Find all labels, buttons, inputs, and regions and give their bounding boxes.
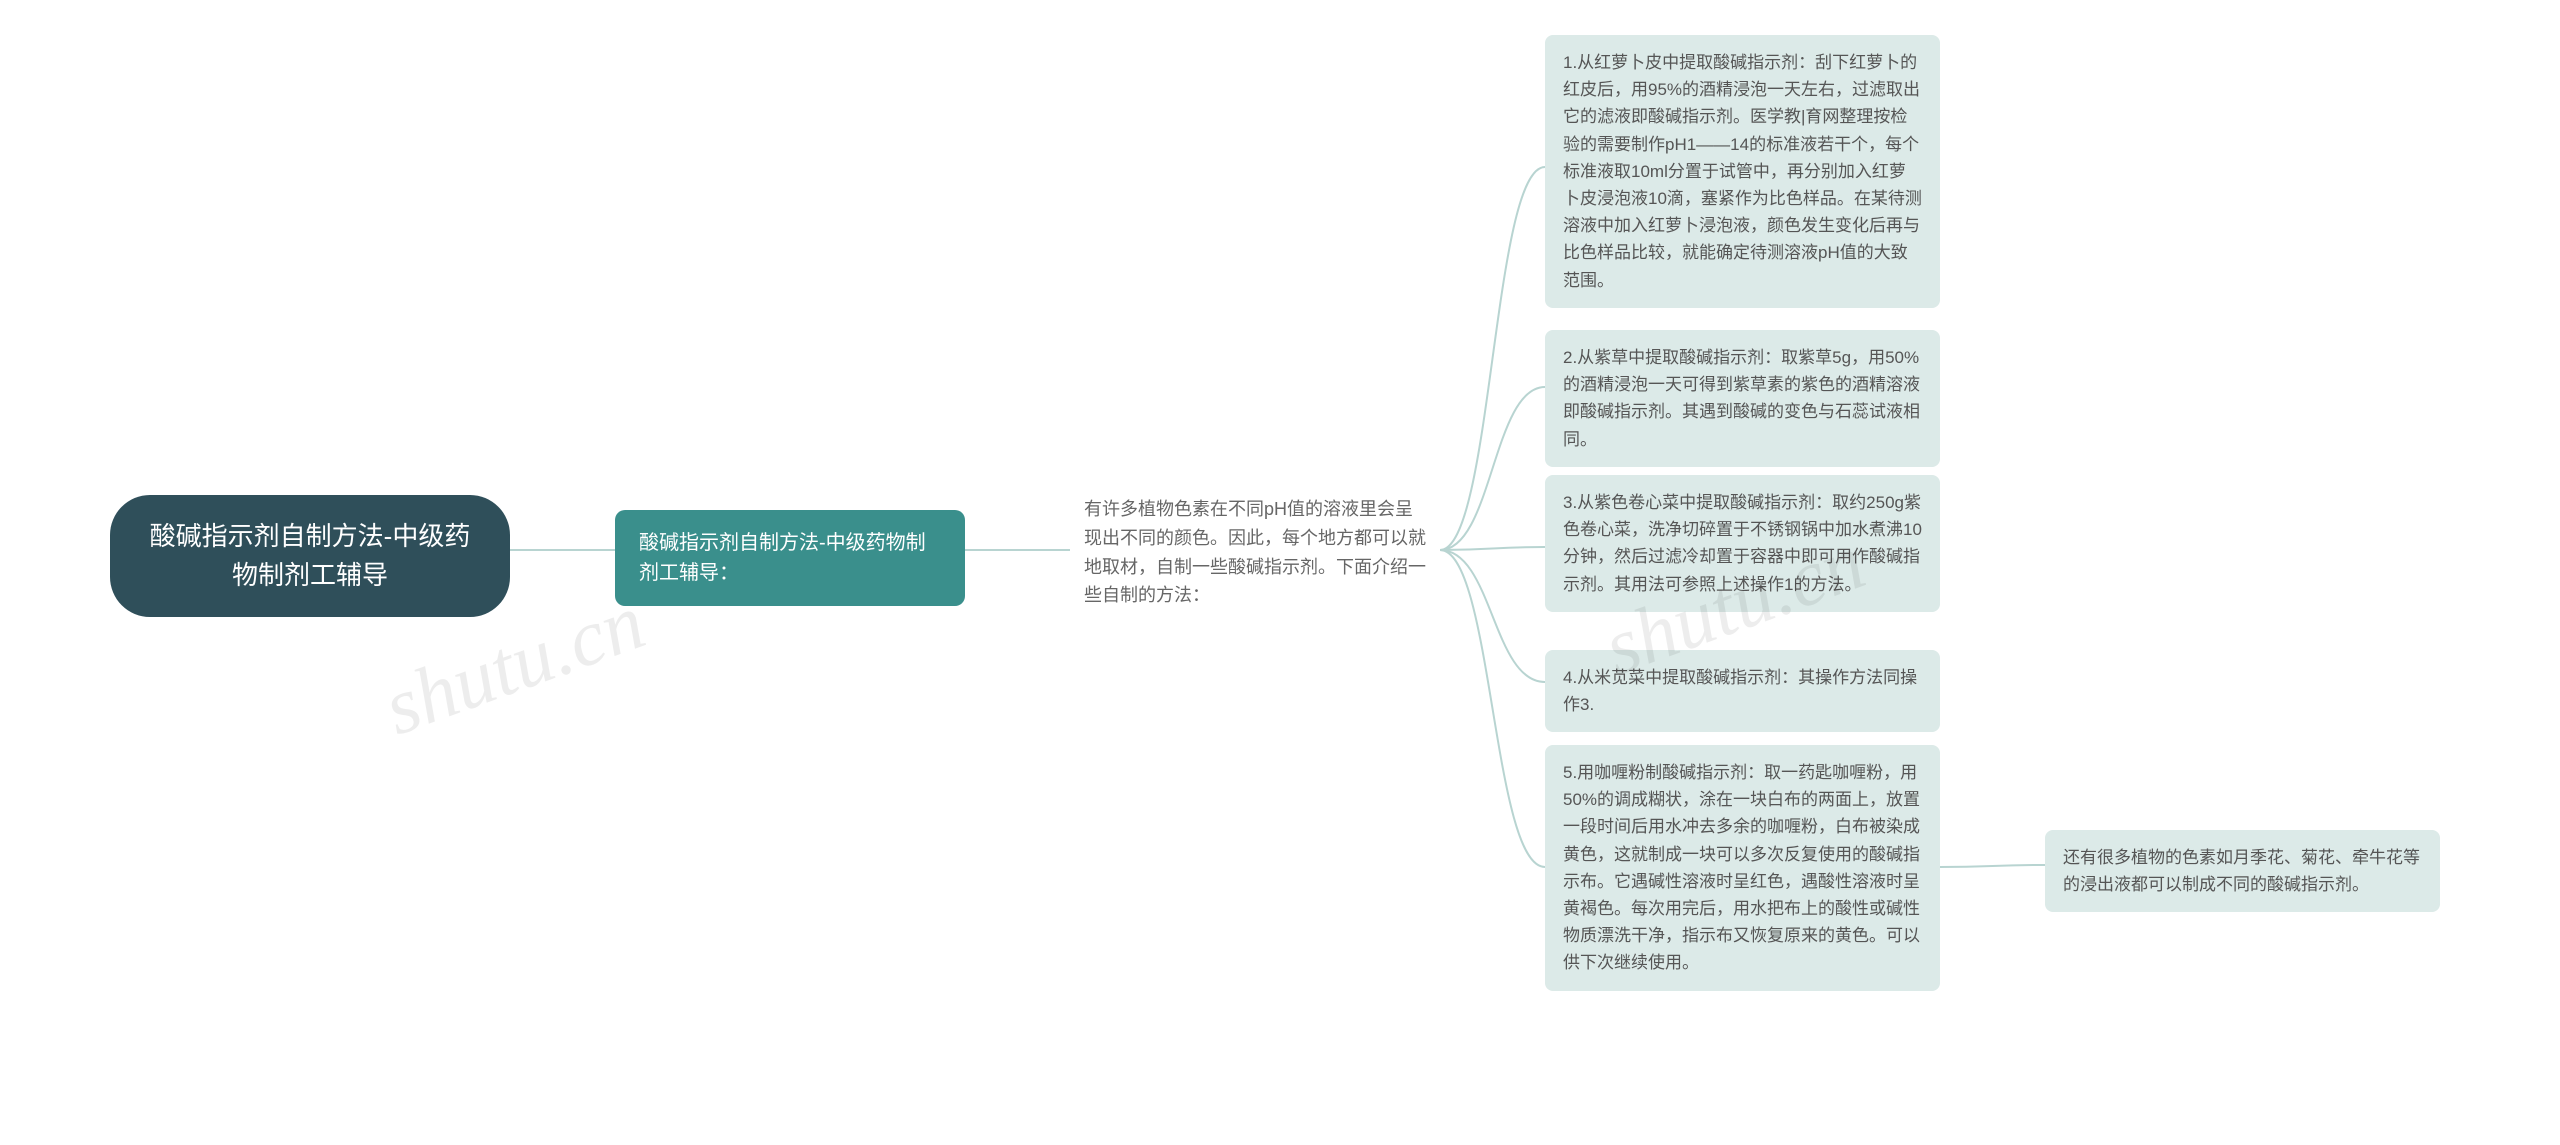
leaf-node-1[interactable]: 1.从红萝卜皮中提取酸碱指示剂：刮下红萝卜的红皮后，用95%的酒精浸泡一天左右，… [1545,35,1940,308]
extra-leaf-node[interactable]: 还有很多植物的色素如月季花、菊花、牵牛花等的浸出液都可以制成不同的酸碱指示剂。 [2045,830,2440,912]
leaf-node-4[interactable]: 4.从米苋菜中提取酸碱指示剂：其操作方法同操作3. [1545,650,1940,732]
mindmap-container: 酸碱指示剂自制方法-中级药物制剂工辅导 酸碱指示剂自制方法-中级药物制剂工辅导：… [0,0,2560,1145]
root-node[interactable]: 酸碱指示剂自制方法-中级药物制剂工辅导 [110,495,510,617]
level1-node[interactable]: 酸碱指示剂自制方法-中级药物制剂工辅导： [615,510,965,606]
leaf-node-2[interactable]: 2.从紫草中提取酸碱指示剂：取紫草5g，用50%的酒精浸泡一天可得到紫草素的紫色… [1545,330,1940,467]
leaf-node-5[interactable]: 5.用咖喱粉制酸碱指示剂：取一药匙咖喱粉，用50%的调成糊状，涂在一块白布的两面… [1545,745,1940,991]
leaf-node-3[interactable]: 3.从紫色卷心菜中提取酸碱指示剂：取约250g紫色卷心菜，洗净切碎置于不锈钢锅中… [1545,475,1940,612]
level2-node[interactable]: 有许多植物色素在不同pH值的溶液里会呈现出不同的颜色。因此，每个地方都可以就地取… [1070,485,1440,620]
